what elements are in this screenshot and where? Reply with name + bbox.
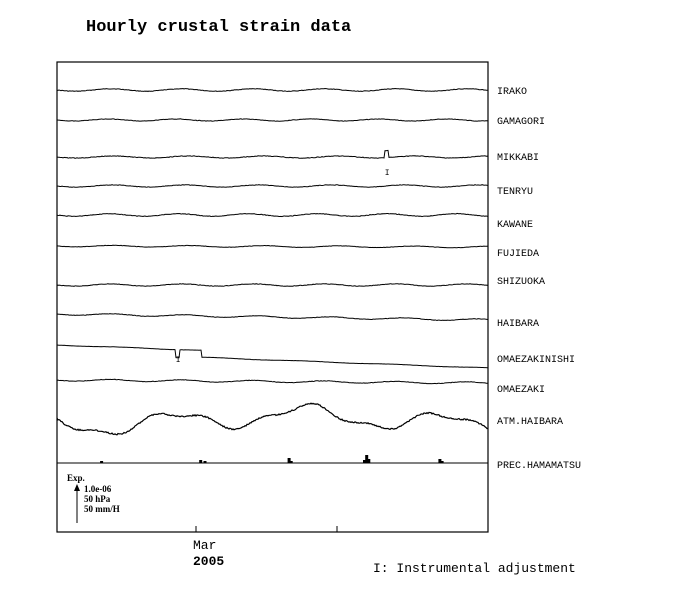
trace-mikkabi [56, 149, 489, 159]
scale-bar-label: Exp. [67, 473, 85, 483]
scale-value-precip: 50 mm/H [84, 504, 120, 514]
station-label-kawane: KAWANE [497, 220, 533, 231]
precip-bar-7 [367, 459, 371, 463]
trace-kawane [56, 212, 489, 218]
trace-fujieda [56, 244, 489, 249]
plot-frame [56, 61, 489, 533]
chart-title: Hourly crustal strain data [86, 18, 351, 37]
precip-bar-8 [438, 459, 442, 463]
scale-value-pressure: 50 hPa [84, 494, 111, 504]
station-label-omaezaki: OMAEZAKI [497, 385, 545, 396]
adjustment-marker-omaezakinishi: I [176, 356, 181, 365]
footnote: I: Instrumental adjustment [373, 561, 576, 576]
station-label-omaezakinishi: OMAEZAKINISHI [497, 355, 575, 366]
station-label-tenryu: TENRYU [497, 187, 533, 198]
trace-omaezaki [56, 378, 489, 385]
station-label-shizuoka: SHIZUOKA [497, 277, 545, 288]
station-label-gamagori: GAMAGORI [497, 117, 545, 128]
scale-value-strain: 1.0e-06 [84, 484, 112, 494]
precip-bar-6 [365, 455, 369, 463]
precip-bar-3 [287, 458, 291, 463]
x-year-label: 2005 [193, 554, 224, 569]
trace-tenryu [56, 184, 489, 188]
trace-haibara [56, 313, 489, 322]
precip-bar-0 [100, 461, 104, 463]
trace-shizuoka [56, 283, 489, 287]
trace-atm-haibara [56, 402, 489, 436]
station-label-irako: IRAKO [497, 87, 527, 98]
station-label-prec-hamamatsu: PREC.HAMAMATSU [497, 461, 581, 472]
trace-omaezakinishi [56, 344, 488, 369]
precip-bar-4 [289, 461, 293, 463]
station-label-mikkabi: MIKKABI [497, 153, 539, 164]
trace-irako [56, 87, 488, 93]
precip-bar-1 [199, 460, 203, 463]
station-labels-group: IRAKO GAMAGORI MIKKABI TENRYU KAWANE FUJIEDA S… [497, 87, 581, 472]
x-month-label: Mar [193, 538, 216, 553]
scale-bar-arrow-icon [74, 484, 80, 491]
precip-bar-2 [203, 461, 207, 463]
adjustment-markers-group: II [176, 169, 390, 365]
precip-bar-9 [440, 461, 444, 463]
station-label-fujieda: FUJIEDA [497, 249, 539, 260]
adjustment-marker-mikkabi: I [385, 169, 390, 178]
trace-gamagori [56, 118, 489, 122]
station-label-atm-haibara: ATM.HAIBARA [497, 417, 563, 428]
traces-group [56, 87, 489, 463]
precip-bar-5 [363, 460, 366, 463]
station-label-haibara: HAIBARA [497, 319, 539, 330]
